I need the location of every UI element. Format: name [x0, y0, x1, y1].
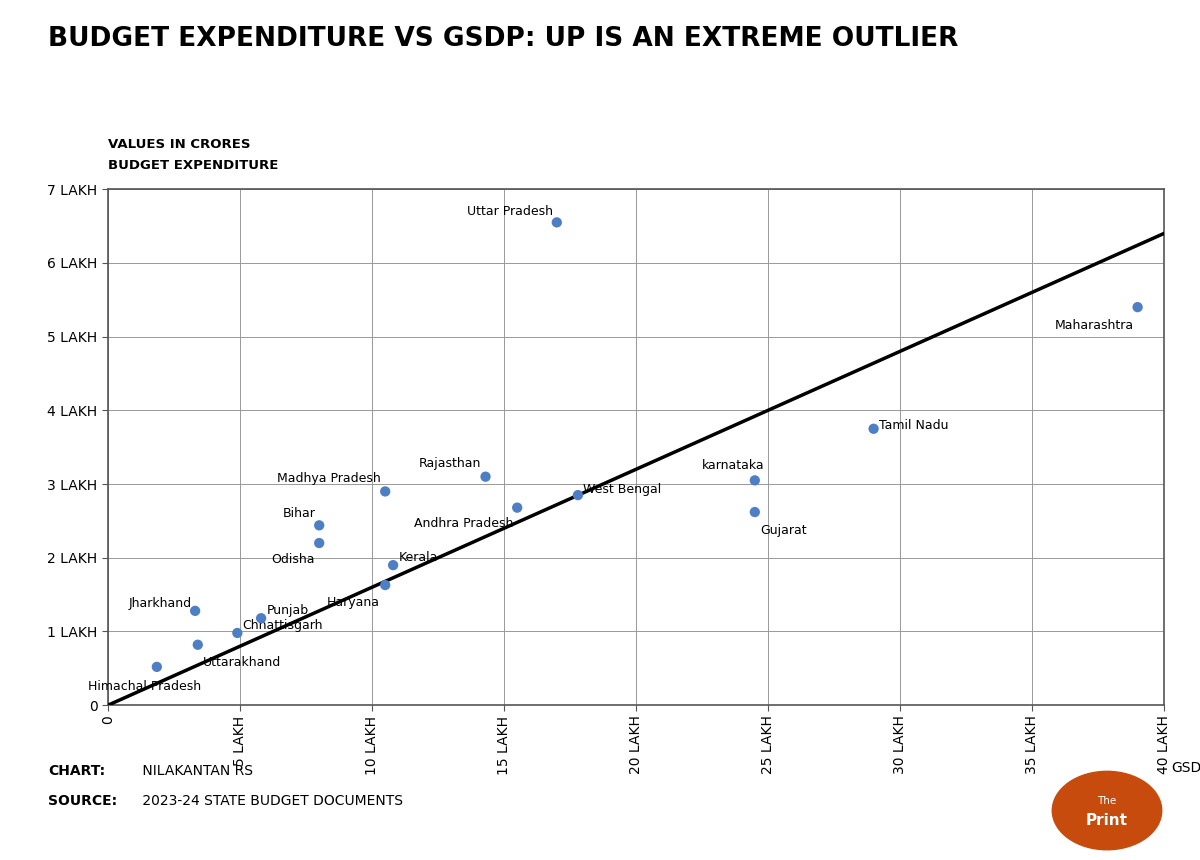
- Text: Haryana: Haryana: [326, 596, 380, 609]
- Text: West Bengal: West Bengal: [583, 482, 661, 495]
- Text: Odisha: Odisha: [271, 553, 316, 566]
- Text: 2023-24 STATE BUDGET DOCUMENTS: 2023-24 STATE BUDGET DOCUMENTS: [138, 795, 403, 808]
- Text: Andhra Pradesh: Andhra Pradesh: [414, 518, 514, 531]
- Text: VALUES IN CRORES: VALUES IN CRORES: [108, 138, 251, 150]
- Point: [188, 638, 208, 652]
- Text: The: The: [1097, 796, 1117, 806]
- Text: NILAKANTAN RS: NILAKANTAN RS: [138, 765, 253, 778]
- Text: BUDGET EXPENDITURE: BUDGET EXPENDITURE: [108, 159, 278, 172]
- Point: [148, 660, 167, 673]
- Text: GSDP: GSDP: [1171, 761, 1200, 775]
- Text: Uttarakhand: Uttarakhand: [203, 656, 281, 669]
- Text: Kerala: Kerala: [398, 551, 438, 564]
- Point: [547, 216, 566, 230]
- Text: Chhattisgarh: Chhattisgarh: [242, 619, 323, 632]
- Text: Rajasthan: Rajasthan: [419, 457, 481, 470]
- Text: CHART:: CHART:: [48, 765, 106, 778]
- Text: Print: Print: [1086, 813, 1128, 828]
- Point: [1128, 300, 1147, 314]
- Point: [310, 536, 329, 550]
- Point: [310, 519, 329, 532]
- Point: [569, 488, 588, 502]
- Text: Madhya Pradesh: Madhya Pradesh: [277, 471, 382, 485]
- Text: Bihar: Bihar: [282, 507, 316, 520]
- Point: [252, 611, 271, 625]
- Text: karnataka: karnataka: [702, 459, 764, 472]
- Text: Himachal Pradesh: Himachal Pradesh: [89, 679, 202, 692]
- Point: [228, 626, 247, 640]
- Text: Punjab: Punjab: [266, 605, 308, 617]
- Point: [745, 505, 764, 519]
- Text: SOURCE:: SOURCE:: [48, 795, 122, 808]
- Point: [508, 501, 527, 514]
- Text: Tamil Nadu: Tamil Nadu: [878, 419, 948, 432]
- Point: [376, 578, 395, 592]
- Point: [745, 474, 764, 488]
- Text: BUDGET EXPENDITURE VS GSDP: UP IS AN EXTREME OUTLIER: BUDGET EXPENDITURE VS GSDP: UP IS AN EXT…: [48, 26, 959, 52]
- Point: [384, 558, 403, 572]
- Circle shape: [1052, 771, 1162, 850]
- Text: Uttar Pradesh: Uttar Pradesh: [467, 205, 553, 218]
- Text: Maharashtra: Maharashtra: [1055, 319, 1134, 332]
- Point: [186, 604, 205, 617]
- Point: [376, 484, 395, 498]
- Text: Gujarat: Gujarat: [760, 524, 806, 537]
- Text: Jharkhand: Jharkhand: [130, 597, 192, 610]
- Point: [864, 422, 883, 436]
- Point: [476, 470, 496, 483]
